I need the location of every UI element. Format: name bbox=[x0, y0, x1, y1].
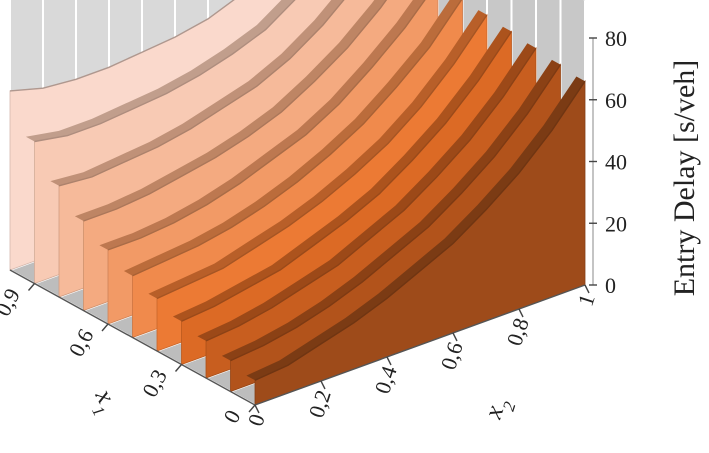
x1-tick-label: 0,3 bbox=[137, 365, 172, 401]
x1-tick-label: 0,9 bbox=[0, 284, 25, 320]
x2-axis-line bbox=[254, 284, 586, 406]
x2-tick-mark bbox=[452, 332, 458, 342]
x1-tick-mark bbox=[27, 283, 36, 291]
x2-tick-label: 0,8 bbox=[501, 315, 533, 349]
ribbon-series bbox=[246, 76, 586, 406]
z-tick-label: 60 bbox=[605, 88, 627, 113]
x1-axis-subscript: 1 bbox=[89, 403, 110, 419]
x2-tick-label: 0,4 bbox=[369, 363, 401, 397]
ribbon-line bbox=[205, 47, 537, 342]
x2-tick-label: 0,2 bbox=[303, 387, 335, 421]
x1-tick-label: 0,6 bbox=[63, 325, 98, 361]
x1-axis-label: x1 bbox=[83, 383, 125, 419]
x1-axis-line bbox=[9, 269, 256, 406]
x2-tick-mark bbox=[518, 308, 524, 318]
ribbon-line bbox=[9, 0, 235, 92]
ribbon-line bbox=[254, 80, 586, 381]
x1-tick-mark bbox=[174, 364, 183, 372]
z-tick-label: 40 bbox=[605, 150, 627, 175]
ribbon-line bbox=[83, 0, 388, 222]
ribbon-line bbox=[156, 14, 488, 300]
x2-tick-label: 1 bbox=[573, 291, 600, 309]
x2-axis-label: x2 bbox=[478, 393, 519, 425]
x1-tick-mark bbox=[101, 323, 109, 332]
x2-axis-subscript: 2 bbox=[498, 399, 519, 413]
x2-tick-mark bbox=[320, 380, 326, 390]
z-tick-label: 80 bbox=[605, 26, 627, 51]
z-tick-label: 0 bbox=[605, 273, 616, 298]
ribbon-line bbox=[132, 0, 463, 277]
ribbon-series bbox=[123, 0, 463, 339]
chart-axes bbox=[9, 37, 597, 414]
chart-ribbons bbox=[9, 0, 586, 406]
x1-tick-label: 0 bbox=[218, 406, 245, 427]
ribbon-series bbox=[148, 10, 488, 352]
z-tick-label: 20 bbox=[605, 211, 627, 236]
x1-tick-mark bbox=[248, 404, 256, 413]
x2-tick-mark bbox=[254, 404, 260, 414]
x2-tick-label: 0 bbox=[243, 411, 270, 429]
ribbon-line bbox=[107, 0, 426, 251]
x2-tick-mark bbox=[584, 284, 590, 294]
x2-tick-mark bbox=[386, 356, 392, 366]
ribbon-line bbox=[58, 0, 345, 187]
ribbon-line bbox=[34, 0, 296, 143]
x2-tick-label: 0,6 bbox=[435, 339, 467, 373]
ribbon-line bbox=[230, 64, 562, 362]
ribbon-top bbox=[25, 0, 295, 142]
ribbon-line bbox=[181, 31, 513, 322]
z-axis-title: Entry Delay [s/veh] bbox=[668, 60, 701, 297]
ribbon-series bbox=[172, 26, 513, 366]
